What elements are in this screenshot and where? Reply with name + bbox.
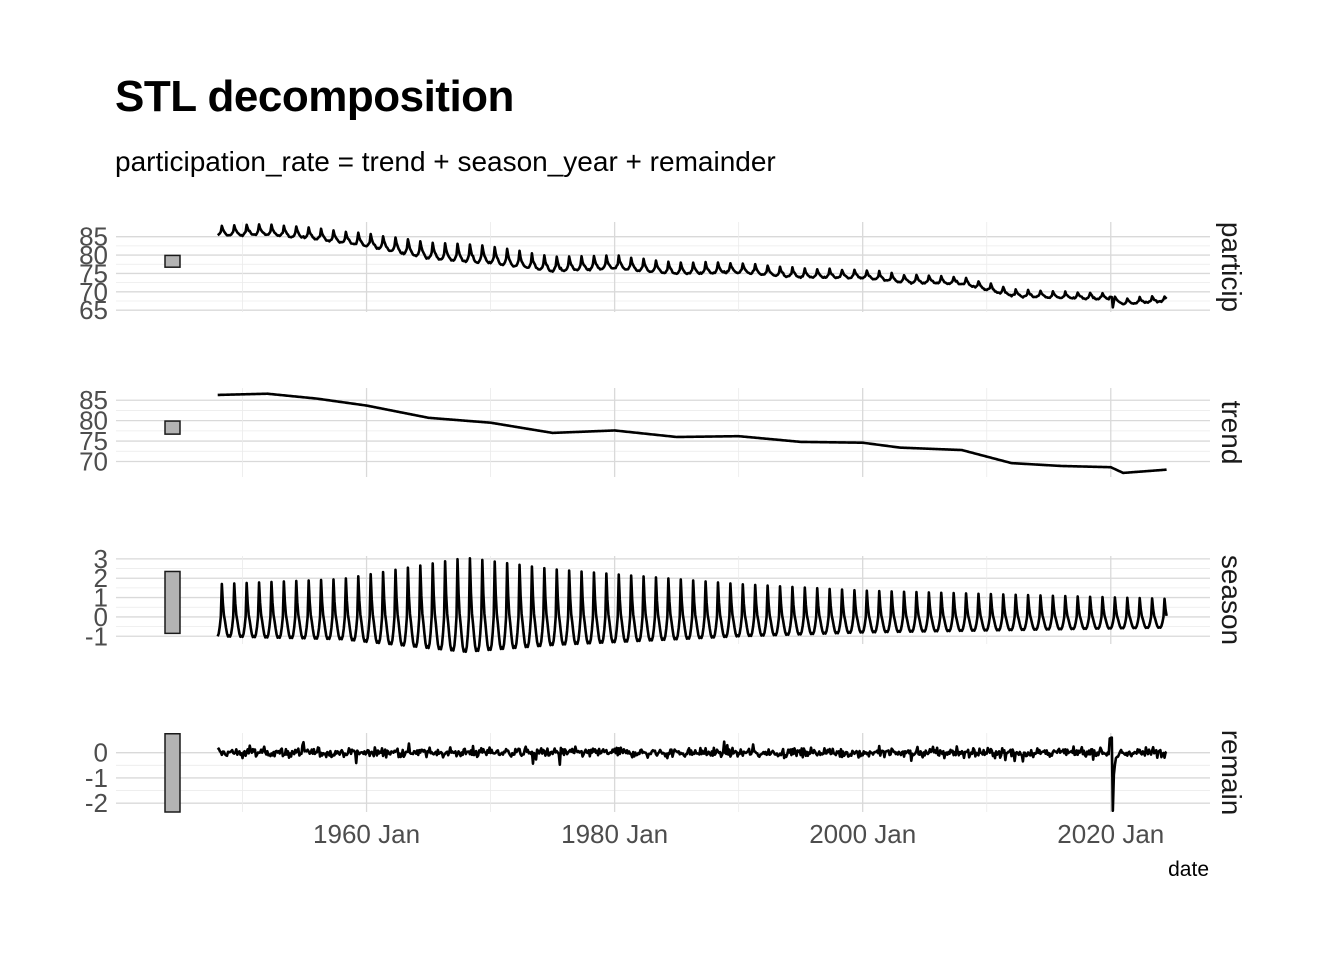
panel-remain: -2-10 remain (85, 730, 1247, 818)
x-axis-title: date (1168, 858, 1209, 881)
y-tick-label: 75 (79, 426, 108, 456)
y-tick-label: 75 (79, 258, 108, 288)
series-line-trend (217, 392, 1167, 475)
scale-bar (164, 420, 181, 435)
y-tick-label: 80 (79, 240, 108, 270)
y-tick-label: 3 (94, 544, 108, 574)
chart-title: STL decomposition (115, 72, 514, 121)
y-tick-label: 65 (79, 295, 108, 325)
y-tick-label: 85 (79, 385, 108, 415)
strip-label-season: season (1216, 555, 1247, 645)
y-tick-label: 0 (94, 738, 108, 768)
strip-label-remain: remain (1216, 730, 1247, 816)
strip-label-particip: particip (1216, 222, 1247, 312)
scale-bar (164, 570, 181, 635)
y-tick-label: 1 (94, 583, 108, 613)
strip-label-trend: trend (1216, 401, 1247, 465)
y-tick-label: -1 (85, 763, 108, 793)
x-tick-label: 1960 Jan (313, 819, 420, 849)
x-tick-label: 1980 Jan (561, 819, 668, 849)
y-tick-label: 70 (79, 277, 108, 307)
y-tick-label: 85 (79, 222, 108, 252)
chart-subtitle: participation_rate = trend + season_year… (115, 146, 776, 177)
x-tick-label: 2020 Jan (1057, 819, 1164, 849)
scale-bar (164, 733, 181, 813)
series-line-season (216, 556, 1168, 654)
series-line-particip (216, 223, 1168, 309)
y-tick-label: 0 (94, 602, 108, 632)
y-tick-label: 70 (79, 446, 108, 476)
y-tick-label: 80 (79, 406, 108, 436)
y-tick-label: -2 (85, 788, 108, 818)
y-tick-label: -1 (85, 621, 108, 651)
scale-bar (164, 254, 181, 268)
series-line-remain (216, 736, 1168, 813)
x-tick-label: 2000 Jan (809, 819, 916, 849)
y-tick-label: 2 (94, 563, 108, 593)
